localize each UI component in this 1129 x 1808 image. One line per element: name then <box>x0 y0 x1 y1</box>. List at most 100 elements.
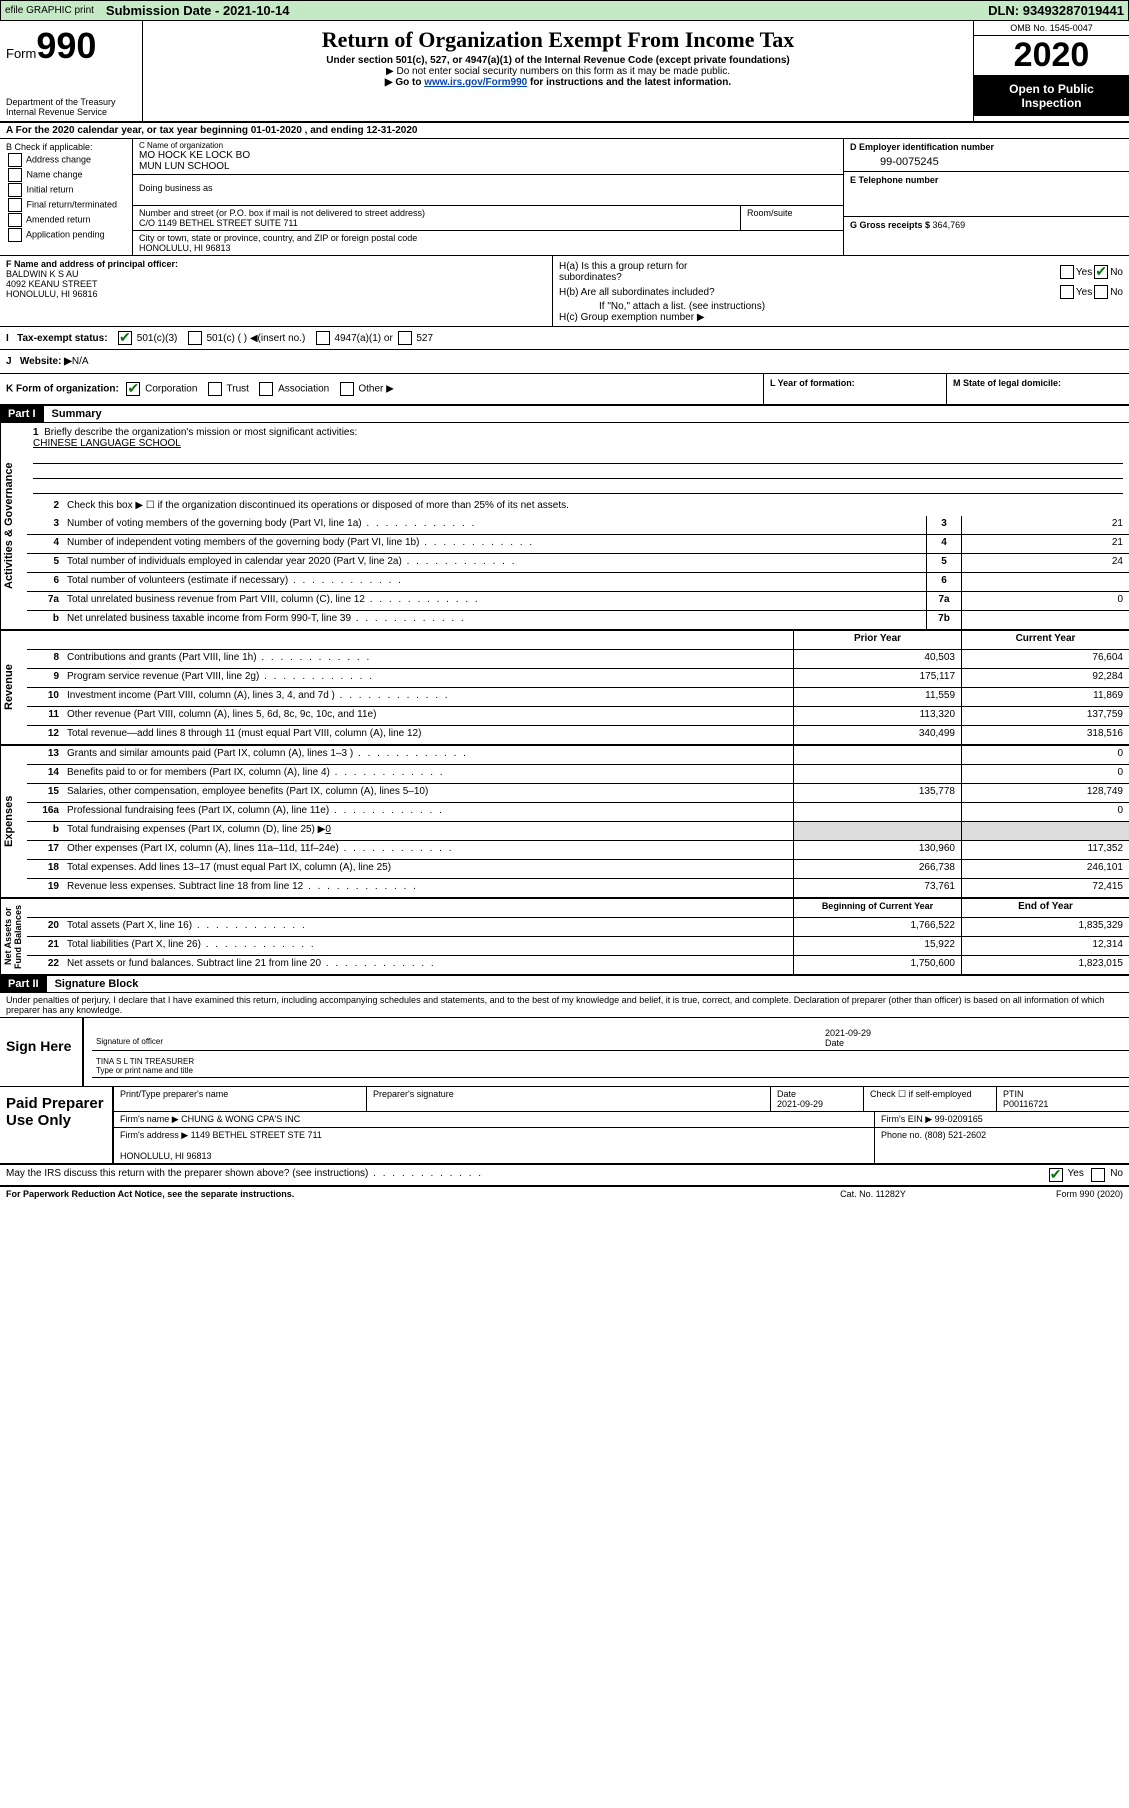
b-header: B Check if applicable: <box>6 142 126 152</box>
l4: Number of independent voting members of … <box>63 535 926 553</box>
form-word: Form <box>6 46 36 61</box>
v12p: 340,499 <box>793 726 961 744</box>
city-value: HONOLULU, HI 96813 <box>139 243 837 253</box>
l6: Total number of volunteers (estimate if … <box>63 573 926 591</box>
l18: Total expenses. Add lines 13–17 (must eq… <box>63 860 793 878</box>
tax-year: 2020 <box>974 36 1129 76</box>
discuss-yes[interactable] <box>1049 1168 1063 1182</box>
l1: Briefly describe the organization's miss… <box>44 427 357 438</box>
py-hdr: Prior Year <box>793 631 961 649</box>
ha-label: H(a) Is this a group return for subordin… <box>559 261 1058 283</box>
sign-here-block: Sign Here Signature of officer 2021-09-2… <box>0 1018 1129 1087</box>
l10: Investment income (Part VIII, column (A)… <box>63 688 793 706</box>
subtitle-1: Under section 501(c), 527, or 4947(a)(1)… <box>149 55 967 66</box>
row-k: K Form of organization: Corporation Trus… <box>0 374 1129 406</box>
chk-corp[interactable] <box>126 382 140 396</box>
tax-exempt-row: I Tax-exempt status: 501(c)(3) 501(c) ( … <box>0 327 1129 350</box>
v11p: 113,320 <box>793 707 961 725</box>
officer-name: BALDWIN K S AU <box>6 269 79 279</box>
v11c: 137,759 <box>961 707 1129 725</box>
submission-label: Submission Date - 2021-10-14 <box>106 3 290 18</box>
v14c: 0 <box>961 765 1129 783</box>
v3: 21 <box>961 516 1129 534</box>
m-label: M State of legal domicile: <box>953 378 1061 388</box>
tel-label: E Telephone number <box>850 175 938 185</box>
chk-initial[interactable]: Initial return <box>6 183 126 197</box>
side-activities: Activities & Governance <box>0 423 27 629</box>
v10p: 11,559 <box>793 688 961 706</box>
addr-value: C/O 1149 BETHEL STREET SUITE 711 <box>139 218 734 228</box>
chk-501c[interactable] <box>188 331 202 345</box>
chk-assoc[interactable] <box>259 382 273 396</box>
chk-pending[interactable]: Application pending <box>6 228 126 242</box>
subtitle-2: ▶ Do not enter social security numbers o… <box>149 66 967 77</box>
chk-name[interactable]: Name change <box>6 168 126 182</box>
sign-here: Sign Here <box>0 1018 84 1086</box>
l5: Total number of individuals employed in … <box>63 554 926 572</box>
v9c: 92,284 <box>961 669 1129 687</box>
website-row: J Website: ▶ N/A <box>0 350 1129 374</box>
form-number: 990 <box>36 25 96 66</box>
chk-4947[interactable] <box>316 331 330 345</box>
officer-addr: 4092 KEANU STREET HONOLULU, HI 96816 <box>6 279 98 299</box>
v16ac: 0 <box>961 803 1129 821</box>
addr-label: Number and street (or P.O. box if mail i… <box>139 208 734 218</box>
l15: Salaries, other compensation, employee b… <box>63 784 793 802</box>
chk-trust[interactable] <box>208 382 222 396</box>
l3: Number of voting members of the governin… <box>63 516 926 534</box>
chk-527[interactable] <box>398 331 412 345</box>
firm-name: CHUNG & WONG CPA'S INC <box>181 1114 300 1124</box>
top-bar: efile GRAPHIC print efile GRAPHIC print … <box>0 0 1129 21</box>
f-label: F Name and address of principal officer: <box>6 259 178 269</box>
v8p: 40,503 <box>793 650 961 668</box>
v16ap <box>793 803 961 821</box>
hb-yes[interactable] <box>1060 285 1074 299</box>
chk-address[interactable]: Address change <box>6 153 126 167</box>
side-netassets: Net Assets or Fund Balances <box>0 899 27 974</box>
activities-block: Activities & Governance 1 Briefly descri… <box>0 423 1129 631</box>
side-expenses: Expenses <box>0 746 27 897</box>
l7b: Net unrelated business taxable income fr… <box>63 611 926 629</box>
v19c: 72,415 <box>961 879 1129 897</box>
officer-sig-name: TINA S L TIN TREASURER <box>96 1057 194 1066</box>
v17p: 130,960 <box>793 841 961 859</box>
l8: Contributions and grants (Part VIII, lin… <box>63 650 793 668</box>
paperwork-notice: For Paperwork Reduction Act Notice, see … <box>6 1189 773 1199</box>
c-name-label: C Name of organization <box>139 141 837 150</box>
form-header: Form990 Department of the Treasury Inter… <box>0 21 1129 123</box>
hb-no[interactable] <box>1094 285 1108 299</box>
discuss-no[interactable] <box>1091 1168 1105 1182</box>
firm-ein: 99-0209165 <box>935 1114 983 1124</box>
ha-no[interactable] <box>1094 265 1108 279</box>
chk-other[interactable] <box>340 382 354 396</box>
dln: DLN: 93493287019441 <box>988 3 1124 18</box>
org-name: MO HOCK KE LOCK BO MUN LUN SCHOOL <box>139 150 837 172</box>
chk-501c3[interactable] <box>118 331 132 345</box>
side-revenue: Revenue <box>0 631 27 744</box>
l7a: Total unrelated business revenue from Pa… <box>63 592 926 610</box>
l21: Total liabilities (Part X, line 26) <box>63 937 793 955</box>
irs-link[interactable]: www.irs.gov/Form990 <box>424 77 527 88</box>
l17: Other expenses (Part IX, column (A), lin… <box>63 841 793 859</box>
l-label: L Year of formation: <box>770 378 855 388</box>
v21c: 12,314 <box>961 937 1129 955</box>
hc-label: H(c) Group exemption number ▶ <box>559 312 1123 323</box>
v21p: 15,922 <box>793 937 961 955</box>
dba-label: Doing business as <box>133 175 843 206</box>
paid-prep-label: Paid Preparer Use Only <box>0 1087 112 1163</box>
v9p: 175,117 <box>793 669 961 687</box>
v15p: 135,778 <box>793 784 961 802</box>
ha-yes[interactable] <box>1060 265 1074 279</box>
firm-phone: (808) 521-2602 <box>925 1130 987 1140</box>
chk-amended[interactable]: Amended return <box>6 213 126 227</box>
l9: Program service revenue (Part VIII, line… <box>63 669 793 687</box>
chk-final[interactable]: Final return/terminated <box>6 198 126 212</box>
v20p: 1,766,522 <box>793 918 961 936</box>
v15c: 128,749 <box>961 784 1129 802</box>
mission-text: CHINESE LANGUAGE SCHOOL <box>33 438 181 449</box>
v14p <box>793 765 961 783</box>
ein-label: D Employer identification number <box>850 142 994 152</box>
v17c: 117,352 <box>961 841 1129 859</box>
ein-value: 99-0075245 <box>850 156 1123 168</box>
v22p: 1,750,600 <box>793 956 961 974</box>
